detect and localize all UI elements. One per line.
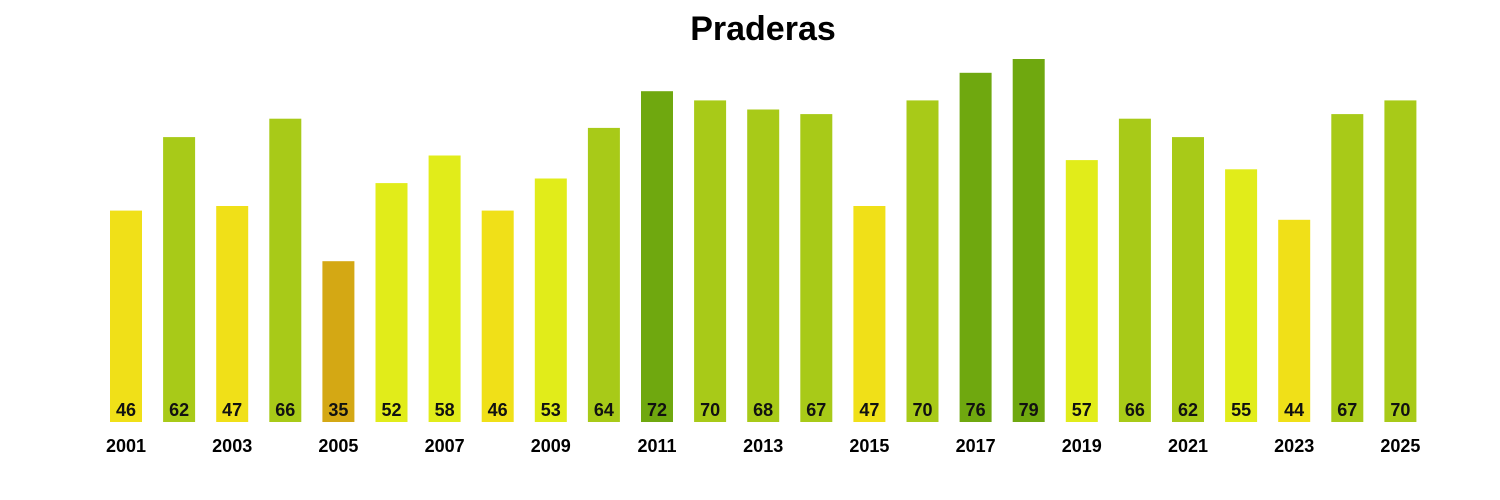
x-tick-label: 2025 bbox=[1380, 436, 1420, 456]
bars-layer bbox=[110, 59, 1417, 423]
bar-2011 bbox=[641, 91, 673, 422]
bar-value-label: 52 bbox=[381, 400, 401, 420]
bar-value-label: 58 bbox=[435, 400, 455, 420]
bar-value-label: 67 bbox=[806, 400, 826, 420]
bar-value-label: 72 bbox=[647, 400, 667, 420]
x-tick-labels-layer: 2001 2003 2005 2007 2009 2011 2013 2015 2017 2019… bbox=[106, 436, 1420, 456]
bar-2001 bbox=[110, 210, 142, 422]
bar-value-label: 67 bbox=[1337, 400, 1357, 420]
x-tick-label: 2005 bbox=[318, 436, 358, 456]
x-tick-label: 2013 bbox=[743, 436, 783, 456]
value-labels-layer: 46 62 47 66 35 52 58 46 53 64 72 70 68 67 47 70 76 79 57 66… bbox=[116, 400, 1410, 420]
x-tick-label: 2001 bbox=[106, 436, 146, 456]
bar-2024 bbox=[1331, 114, 1364, 422]
bar-2019 bbox=[1065, 160, 1098, 422]
bar-2016 bbox=[906, 100, 939, 423]
bar-value-label: 70 bbox=[912, 400, 932, 420]
bar-value-label: 64 bbox=[594, 400, 614, 420]
bar-value-label: 76 bbox=[966, 400, 986, 420]
bar-value-label: 47 bbox=[222, 400, 242, 420]
bar-value-label: 70 bbox=[700, 400, 720, 420]
bar-value-label: 46 bbox=[488, 400, 508, 420]
x-tick-label: 2017 bbox=[956, 436, 996, 456]
bar-2012 bbox=[694, 100, 727, 423]
x-tick-label: 2015 bbox=[849, 436, 889, 456]
bar-2013 bbox=[747, 109, 780, 422]
bar-value-label: 68 bbox=[753, 400, 773, 420]
bar-2021 bbox=[1172, 137, 1204, 422]
bar-2007 bbox=[428, 155, 461, 422]
bar-2005 bbox=[322, 261, 355, 422]
bar-2009 bbox=[534, 178, 567, 422]
bar-value-label: 44 bbox=[1284, 400, 1304, 420]
x-tick-label: 2023 bbox=[1274, 436, 1314, 456]
bar-2020 bbox=[1118, 118, 1151, 422]
bar-2014 bbox=[800, 114, 833, 422]
bar-value-label: 66 bbox=[275, 400, 295, 420]
bar-2004 bbox=[269, 118, 302, 422]
bar-value-label: 79 bbox=[1019, 400, 1039, 420]
bar-2002 bbox=[163, 137, 196, 422]
chart-title: Praderas bbox=[690, 10, 836, 48]
x-tick-label: 2009 bbox=[531, 436, 571, 456]
bar-2023 bbox=[1278, 219, 1311, 422]
bar-value-label: 35 bbox=[328, 400, 348, 420]
bar-2006 bbox=[375, 183, 408, 422]
bar-2010 bbox=[587, 127, 620, 423]
bar-value-label: 70 bbox=[1390, 400, 1410, 420]
bar-value-label: 66 bbox=[1125, 400, 1145, 420]
bar-value-label: 62 bbox=[169, 400, 189, 420]
bar-2015 bbox=[853, 206, 886, 422]
bar-value-label: 46 bbox=[116, 400, 136, 420]
bar-value-label: 47 bbox=[859, 400, 879, 420]
x-tick-label: 2007 bbox=[425, 436, 465, 456]
bar-2008 bbox=[481, 210, 514, 422]
x-tick-label: 2019 bbox=[1062, 436, 1102, 456]
bar-value-label: 62 bbox=[1178, 400, 1198, 420]
bar-value-label: 57 bbox=[1072, 400, 1092, 420]
x-tick-label: 2021 bbox=[1168, 436, 1208, 456]
bar-2018 bbox=[1012, 59, 1045, 422]
bar-value-label: 55 bbox=[1231, 400, 1251, 420]
bar-2025 bbox=[1384, 100, 1417, 423]
bar-2003 bbox=[216, 206, 249, 422]
x-tick-label: 2011 bbox=[637, 436, 676, 456]
bar-2017 bbox=[959, 72, 992, 423]
bar-value-label: 53 bbox=[541, 400, 561, 420]
x-tick-label: 2003 bbox=[212, 436, 252, 456]
bar-2022 bbox=[1225, 169, 1258, 422]
